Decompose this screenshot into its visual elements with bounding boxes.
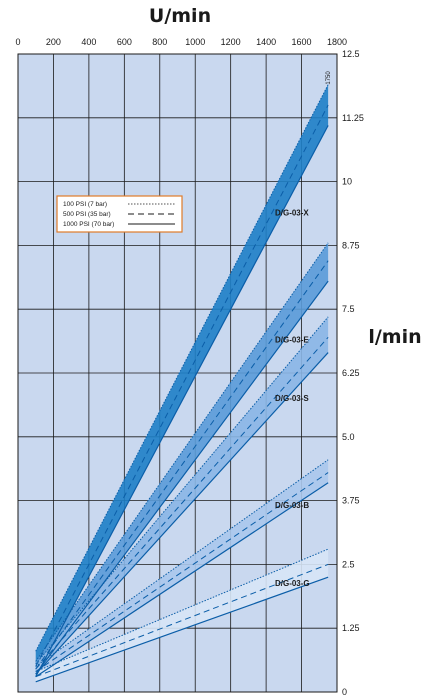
y-tick-7.5: 7.5	[342, 304, 355, 314]
series-label-d-g-03-e: D/G-03-E	[275, 336, 309, 345]
x-tick-1400: 1400	[256, 37, 276, 47]
line-d-g-03-x-500psi	[35, 104, 329, 667]
band-d-g-03-x	[35, 84, 329, 677]
x-tick-1200: 1200	[221, 37, 241, 47]
series-label-d-g-03-x: D/G-03-X	[275, 209, 309, 218]
line-d-g-03-g-100psi	[35, 548, 329, 673]
x-tick-1800: 1800	[327, 37, 347, 47]
legend-label-100psi: 100 PSI (7 bar)	[63, 201, 107, 208]
x-tick-600: 600	[117, 37, 132, 47]
x-tick-800: 800	[152, 37, 167, 47]
legend-label-1000psi: 1000 PSI (70 bar)	[63, 221, 114, 228]
annotation-1750: 1750	[326, 71, 332, 85]
line-d-g-03-s-500psi	[35, 336, 329, 670]
y-tick-1.25: 1.25	[342, 623, 360, 633]
line-d-g-03-e-500psi	[35, 260, 329, 670]
x-tick-0: 0	[15, 37, 20, 47]
series-bands	[35, 84, 329, 682]
line-d-g-03-x-100psi	[35, 84, 329, 652]
line-d-g-03-b-1000psi	[35, 482, 329, 678]
series-label-d-g-03-g: D/G-03-G	[275, 579, 310, 588]
line-d-g-03-b-100psi	[35, 459, 329, 667]
series-label-d-g-03-b: D/G-03-B	[275, 501, 309, 510]
line-d-g-03-s-100psi	[35, 316, 329, 665]
legend-label-500psi: 500 PSI (35 bar)	[63, 211, 111, 218]
line-d-g-03-e-1000psi	[35, 280, 329, 675]
x-tick-1000: 1000	[185, 37, 205, 47]
x-tick-labels: 0 200 400 600 800 1000 1200 1400 1600 1800	[15, 37, 347, 47]
line-d-g-03-x-1000psi	[35, 125, 329, 677]
x-tick-1600: 1600	[292, 37, 312, 47]
y-tick-10: 10	[342, 177, 352, 187]
band-d-g-03-e	[35, 242, 329, 675]
legend: 100 PSI (7 bar) 500 PSI (35 bar) 1000 PS…	[56, 195, 183, 233]
y-tick-0: 0	[342, 687, 347, 695]
x-tick-400: 400	[81, 37, 96, 47]
series-labels: D/G-03-X D/G-03-E D/G-03-S D/G-03-B D/G-03-G	[275, 209, 310, 589]
line-d-g-03-g-1000psi	[35, 576, 329, 683]
y-axis-label: l/min	[368, 326, 421, 348]
line-d-g-03-s-1000psi	[35, 352, 329, 675]
line-d-g-03-e-100psi	[35, 242, 329, 662]
y-tick-3.75: 3.75	[342, 496, 360, 506]
band-d-g-03-g	[35, 549, 329, 682]
plot-frame	[17, 53, 338, 693]
x-tick-200: 200	[46, 37, 61, 47]
y-tick-labels: 0 1.25 2.5 3.75 5.0 6.25 7.5 8.75 10 11.25 12.5	[342, 49, 364, 695]
y-tick-12.5: 12.5	[342, 49, 360, 59]
y-tick-5.0: 5.0	[342, 432, 355, 442]
band-d-g-03-b	[35, 459, 329, 677]
band-d-g-03-s	[35, 316, 329, 675]
y-tick-6.25: 6.25	[342, 368, 360, 378]
y-tick-2.5: 2.5	[342, 559, 355, 569]
chart-title: U/min	[149, 5, 211, 27]
series-lines	[35, 84, 329, 683]
line-d-g-03-b-500psi	[35, 472, 329, 672]
y-tick-8.75: 8.75	[342, 240, 360, 250]
series-label-d-g-03-s: D/G-03-S	[275, 394, 309, 403]
y-tick-11.25: 11.25	[342, 113, 364, 123]
line-d-g-03-g-500psi	[35, 563, 329, 678]
